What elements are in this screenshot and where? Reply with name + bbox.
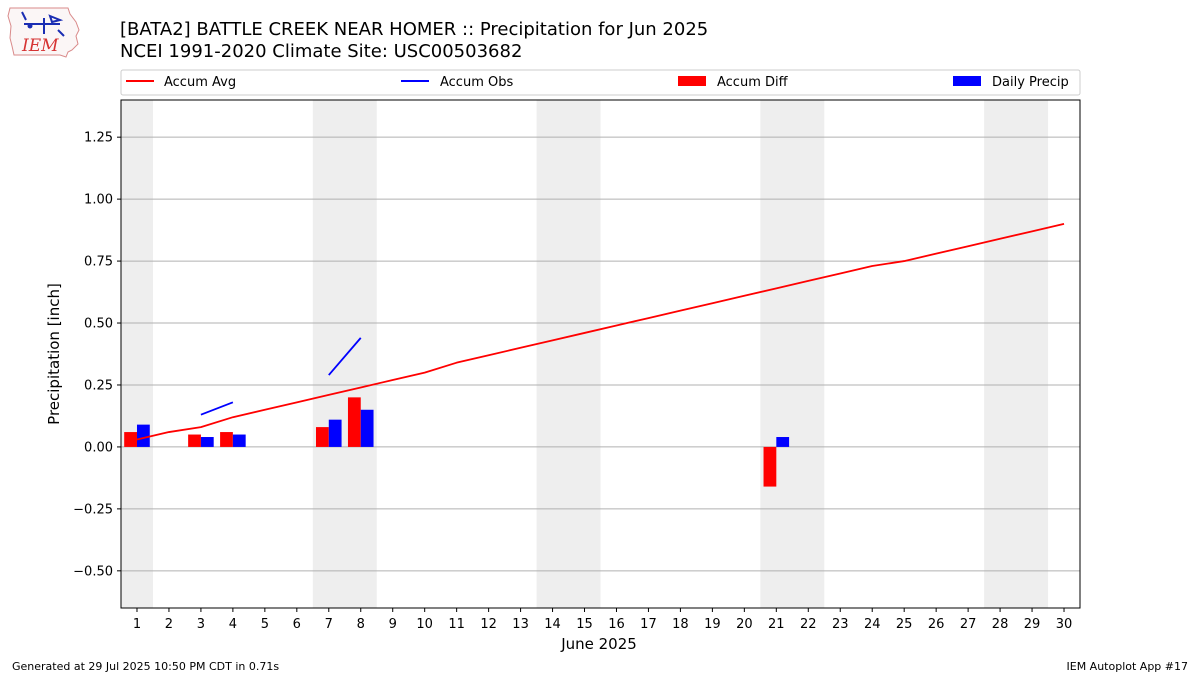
- x-tick-label: 25: [896, 617, 913, 632]
- legend-label-accum-obs: Accum Obs: [440, 75, 513, 90]
- x-tick-label: 18: [672, 617, 689, 632]
- x-tick-label: 23: [832, 617, 849, 632]
- x-tick-label: 7: [325, 617, 333, 632]
- x-tick-label: 17: [640, 617, 657, 632]
- y-tick-label: −0.50: [73, 564, 113, 579]
- x-tick-label: 13: [512, 617, 529, 632]
- legend-item-accum-diff: Accum Diff: [678, 75, 789, 90]
- accum-avg-line: [136, 223, 1065, 441]
- bars: [124, 397, 790, 487]
- y-tick-label: 0.75: [84, 255, 113, 270]
- y-tick-label: 0.25: [84, 378, 113, 393]
- lines: [136, 223, 1065, 441]
- y-tick-label: −0.25: [73, 502, 113, 517]
- daily-precip-bar: [200, 437, 214, 447]
- x-tick-label: 15: [576, 617, 593, 632]
- x-tick-label: 12: [480, 617, 497, 632]
- vane-dot: [27, 23, 33, 29]
- x-axis-ticks: 1 2 3 4 5 6 7 8 9 10 11 12 13 14 15 16 17 18 19 20 21 22 23 24 2…: [133, 608, 1072, 632]
- x-tick-label: 27: [960, 617, 977, 632]
- plot-frame: [120, 99, 1081, 609]
- chart-title: [BATA2] BATTLE CREEK NEAR HOMER :: Preci…: [120, 19, 708, 40]
- x-tick-label: 16: [608, 617, 625, 632]
- gridlines: [121, 136, 1080, 572]
- logo-text: IEM: [21, 36, 59, 56]
- x-tick-label: 4: [229, 617, 237, 632]
- x-tick-label: 28: [992, 617, 1009, 632]
- weekend-band: [312, 100, 377, 608]
- x-tick-label: 20: [736, 617, 753, 632]
- x-tick-label: 19: [704, 617, 721, 632]
- legend-swatch-daily-precip: [953, 76, 981, 86]
- x-tick-label: 6: [293, 617, 301, 632]
- weekend-shading: [121, 100, 1049, 608]
- x-tick-label: 5: [261, 617, 269, 632]
- daily-precip-bar: [360, 409, 374, 447]
- legend-label-accum-avg: Accum Avg: [164, 75, 236, 90]
- accum-diff-bar: [188, 434, 201, 447]
- footer-app: IEM Autoplot App #17: [1067, 660, 1189, 673]
- accum-diff-bar: [220, 432, 233, 447]
- legend-frame: [120, 69, 1081, 96]
- legend-item-accum-avg: Accum Avg: [126, 75, 236, 90]
- x-tick-label: 14: [544, 617, 561, 632]
- accum-obs-line: [200, 401, 234, 416]
- legend-item-daily-precip: Daily Precip: [953, 75, 1069, 90]
- x-tick-label: 26: [928, 617, 945, 632]
- chart-subtitle: NCEI 1991-2020 Climate Site: USC00503682: [120, 41, 522, 62]
- weather-vane-icon: [21, 11, 65, 37]
- x-tick-label: 22: [800, 617, 817, 632]
- x-tick-label: 9: [389, 617, 397, 632]
- daily-precip-bar: [136, 424, 150, 447]
- daily-precip-bar: [776, 437, 790, 447]
- daily-precip-bar: [232, 434, 246, 447]
- weekend-band: [121, 100, 153, 608]
- iem-logo: IEM: [7, 7, 80, 58]
- x-tick-label: 21: [768, 617, 785, 632]
- y-tick-label: 0.00: [84, 440, 113, 455]
- legend-label-daily-precip: Daily Precip: [992, 75, 1069, 90]
- weekend-band: [536, 100, 601, 608]
- x-tick-label: 11: [448, 617, 465, 632]
- legend-swatch-accum-diff: [678, 76, 706, 86]
- accum-diff-bar: [347, 397, 361, 447]
- weekend-band: [984, 100, 1049, 608]
- y-tick-label: 1.25: [84, 131, 113, 146]
- accum-diff-bar: [315, 427, 329, 447]
- accum-obs-line: [328, 337, 362, 376]
- x-tick-label: 8: [357, 617, 365, 632]
- accum-diff-bar: [763, 446, 777, 487]
- x-tick-label: 30: [1056, 617, 1073, 632]
- legend-label-accum-diff: Accum Diff: [717, 75, 789, 90]
- x-tick-label: 10: [416, 617, 433, 632]
- x-tick-label: 2: [165, 617, 173, 632]
- x-tick-label: 29: [1024, 617, 1041, 632]
- y-axis-ticks: −0.50 −0.25 0.00 0.25 0.50 0.75 1.00 1.25: [73, 131, 121, 579]
- x-tick-label: 3: [197, 617, 205, 632]
- y-tick-label: 1.00: [84, 193, 113, 208]
- weekend-band: [760, 100, 825, 608]
- accum-diff-bar: [124, 432, 137, 447]
- legend-item-accum-obs: Accum Obs: [401, 75, 513, 90]
- footer-generated: Generated at 29 Jul 2025 10:50 PM CDT in…: [12, 660, 279, 673]
- x-axis-label: June 2025: [560, 635, 637, 653]
- x-tick-label: 1: [133, 617, 141, 632]
- daily-precip-bar: [328, 419, 342, 447]
- x-tick-label: 24: [864, 617, 881, 632]
- legend: Accum Avg Accum Obs Accum Diff Daily Pre…: [120, 69, 1081, 96]
- y-tick-label: 0.50: [84, 317, 113, 332]
- y-axis-label: Precipitation [inch]: [45, 283, 63, 425]
